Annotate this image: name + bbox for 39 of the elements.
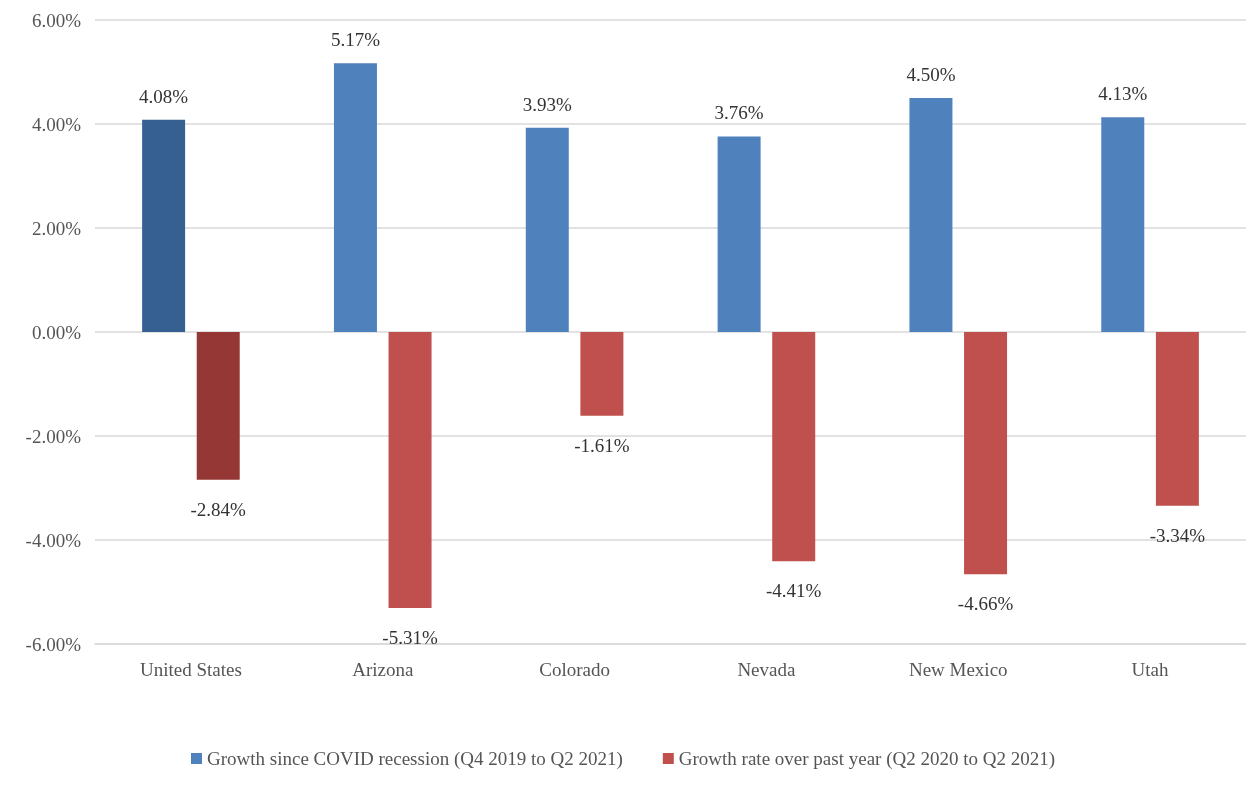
bar [580,332,624,416]
bar [964,332,1008,575]
data-label: 3.93% [522,93,572,115]
data-label: -2.84% [190,498,247,520]
data-label: 4.08% [139,85,189,107]
data-label: -4.41% [766,580,822,602]
data-label: 4.13% [1098,83,1148,105]
bar [333,63,377,332]
x-tick-label: Arizona [352,659,414,680]
bar [717,136,761,332]
data-label: -1.61% [574,434,630,456]
data-label: 3.76% [714,102,764,124]
x-tick-label: Utah [1131,659,1170,680]
y-tick-label: 4.00% [31,113,82,135]
bar [772,332,816,562]
y-tick-label: 2.00% [31,217,82,239]
data-label: 5.17% [330,29,381,51]
y-tick-label: 0.00% [31,321,82,343]
data-label: -5.31% [382,627,438,649]
bar [909,98,953,332]
bar [196,332,240,480]
y-tick-label: -6.00% [25,633,82,655]
x-tick-label: New Mexico [908,659,1008,680]
bar [142,119,186,332]
bar [1101,117,1145,332]
legend-label: Growth since COVID recession (Q4 2019 to Q2 2021) [206,748,623,770]
y-tick-label: 6.00% [31,9,82,31]
data-label: -4.66% [957,593,1014,615]
x-tick-label: Nevada [737,659,796,680]
y-tick-label: -2.00% [25,425,82,447]
x-tick-label: United States [139,659,242,680]
y-tick-label: -4.00% [25,529,82,551]
data-label: 4.50% [906,64,956,85]
bar [1155,332,1199,506]
bar [388,332,432,609]
legend-label: Growth rate over past year (Q2 2020 to Q2 2021) [678,748,1056,770]
x-tick-label: Colorado [539,659,610,680]
data-label: -3.34% [1149,524,1206,546]
bar [525,127,569,332]
